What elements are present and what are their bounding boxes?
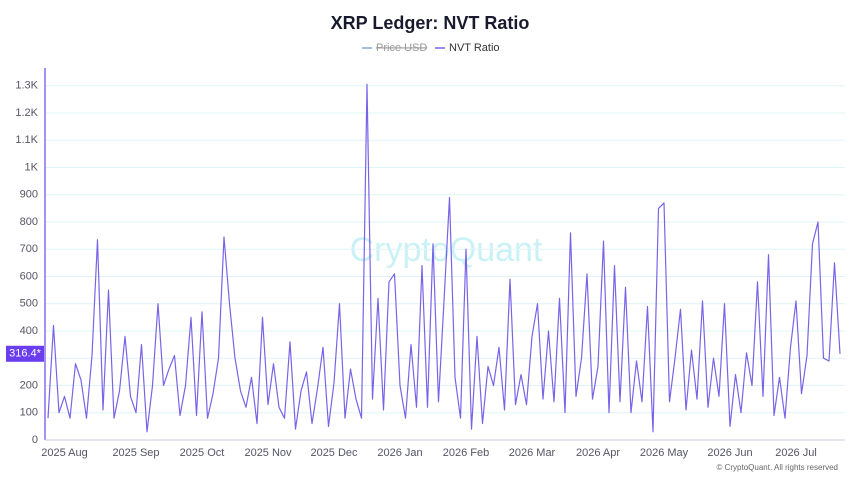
x-tick-label: 2026 Mar — [509, 447, 556, 459]
y-tick-label: 600 — [20, 270, 38, 282]
footer: © CryptoQuant. All rights reserved — [717, 463, 839, 472]
legend-label: NVT Ratio — [449, 42, 500, 54]
y-tick-label: 200 — [20, 379, 38, 391]
x-tick-label: 2026 Jul — [775, 447, 817, 459]
y-tick-label: 400 — [20, 325, 38, 337]
x-tick-label: 2025 Sep — [112, 447, 159, 459]
last-value-label: 316.4* — [9, 348, 42, 360]
x-tick-label: 2025 Oct — [180, 447, 225, 459]
last-value-box — [6, 345, 44, 362]
y-tick-label: 900 — [20, 189, 38, 201]
x-tick-label: 2026 Apr — [576, 447, 620, 459]
y-tick-label: 0 — [32, 434, 38, 446]
y-tick-label: 1.2K — [15, 107, 38, 119]
y-tick-label: 500 — [20, 298, 38, 310]
chart-title: XRP Ledger: NVT Ratio — [331, 13, 530, 33]
x-tick-label: 2026 Jan — [377, 447, 422, 459]
x-tick-label: 2026 May — [640, 447, 689, 459]
x-tick-label: 2026 Feb — [443, 447, 489, 459]
y-tick-label: 1.1K — [15, 134, 38, 146]
data-line — [47, 83, 841, 433]
y-tick-label: 1.3K — [15, 80, 38, 92]
x-tick-label: 2026 Jun — [707, 447, 752, 459]
x-tick-label: 2025 Nov — [244, 447, 292, 459]
x-tick-label: 2025 Aug — [41, 447, 88, 459]
y-tick-label: 1K — [25, 161, 39, 173]
x-tick-label: 2025 Dec — [310, 447, 358, 459]
legend-label: Price USD — [376, 42, 427, 54]
y-tick-label: 700 — [20, 243, 38, 255]
y-tick-label: 800 — [20, 216, 38, 228]
y-tick-label: 100 — [20, 407, 38, 419]
